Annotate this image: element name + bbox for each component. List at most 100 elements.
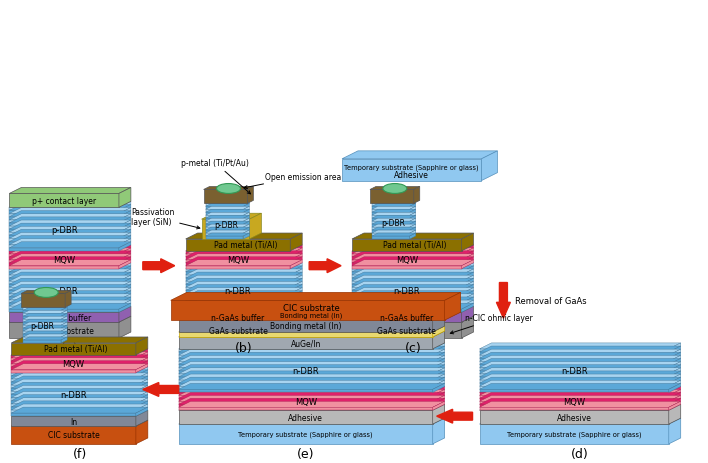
Polygon shape [352, 297, 462, 300]
Polygon shape [202, 214, 261, 220]
Polygon shape [352, 322, 462, 338]
Polygon shape [185, 300, 302, 307]
Polygon shape [178, 393, 445, 399]
Polygon shape [119, 282, 131, 291]
Polygon shape [244, 213, 249, 219]
Polygon shape [119, 291, 131, 300]
Polygon shape [11, 376, 136, 379]
Polygon shape [185, 307, 302, 313]
Polygon shape [23, 317, 67, 319]
Polygon shape [669, 359, 680, 368]
Polygon shape [433, 404, 445, 424]
Polygon shape [479, 387, 680, 393]
Polygon shape [136, 407, 148, 416]
Polygon shape [185, 248, 302, 254]
Polygon shape [185, 297, 290, 300]
Polygon shape [119, 304, 131, 313]
Polygon shape [23, 337, 61, 340]
Polygon shape [410, 201, 416, 207]
Polygon shape [669, 377, 680, 386]
Polygon shape [352, 291, 462, 294]
Polygon shape [462, 257, 474, 266]
Polygon shape [119, 285, 131, 294]
Polygon shape [11, 364, 148, 370]
Polygon shape [290, 282, 302, 291]
Polygon shape [136, 404, 148, 413]
Polygon shape [205, 219, 249, 222]
Polygon shape [352, 272, 474, 278]
Polygon shape [413, 187, 420, 204]
Polygon shape [119, 233, 131, 242]
Polygon shape [372, 222, 416, 225]
Polygon shape [178, 362, 445, 368]
Polygon shape [205, 231, 244, 233]
Polygon shape [479, 374, 669, 377]
Polygon shape [9, 239, 119, 242]
Polygon shape [185, 282, 302, 288]
Polygon shape [479, 368, 680, 374]
Polygon shape [462, 269, 474, 278]
Polygon shape [23, 311, 67, 313]
Polygon shape [178, 358, 433, 362]
Polygon shape [462, 300, 474, 309]
Polygon shape [462, 251, 474, 260]
Polygon shape [21, 294, 65, 307]
Polygon shape [479, 386, 669, 389]
Polygon shape [185, 263, 290, 266]
Polygon shape [372, 204, 416, 207]
Polygon shape [136, 349, 148, 358]
Polygon shape [352, 266, 462, 269]
Polygon shape [433, 374, 445, 383]
Text: (e): (e) [297, 447, 314, 460]
Polygon shape [178, 352, 433, 355]
Polygon shape [352, 282, 462, 285]
Polygon shape [143, 383, 178, 396]
Polygon shape [352, 300, 474, 307]
Polygon shape [205, 213, 249, 216]
Polygon shape [9, 297, 131, 303]
Polygon shape [9, 291, 131, 297]
Polygon shape [178, 404, 445, 410]
Polygon shape [372, 231, 410, 233]
Polygon shape [462, 294, 474, 303]
Polygon shape [136, 395, 148, 404]
Text: p-DBR: p-DBR [215, 221, 239, 230]
Text: n-DBR: n-DBR [561, 366, 588, 375]
Polygon shape [496, 283, 510, 319]
Polygon shape [23, 322, 61, 325]
Polygon shape [23, 328, 61, 332]
Polygon shape [185, 263, 302, 269]
Polygon shape [479, 418, 680, 424]
Polygon shape [479, 381, 680, 386]
Polygon shape [23, 337, 67, 340]
Polygon shape [479, 359, 680, 365]
Polygon shape [9, 245, 119, 248]
Polygon shape [352, 254, 462, 257]
Polygon shape [309, 259, 341, 273]
Polygon shape [290, 304, 302, 313]
Polygon shape [462, 272, 474, 282]
Polygon shape [352, 263, 462, 266]
Polygon shape [9, 230, 131, 236]
Polygon shape [462, 266, 474, 275]
Polygon shape [9, 278, 119, 282]
Polygon shape [669, 395, 680, 404]
Polygon shape [11, 394, 136, 398]
Polygon shape [479, 410, 669, 424]
Polygon shape [178, 381, 445, 386]
Text: CIC substrate: CIC substrate [47, 431, 100, 439]
Polygon shape [178, 395, 445, 401]
Polygon shape [185, 260, 302, 266]
Polygon shape [433, 371, 445, 380]
Polygon shape [9, 218, 131, 223]
Polygon shape [479, 401, 669, 404]
Polygon shape [410, 233, 416, 239]
Polygon shape [136, 386, 148, 394]
Polygon shape [479, 350, 680, 355]
Polygon shape [669, 387, 680, 395]
Polygon shape [669, 368, 680, 377]
Polygon shape [204, 187, 253, 190]
Polygon shape [136, 352, 148, 361]
Polygon shape [23, 313, 67, 317]
Polygon shape [11, 416, 136, 426]
